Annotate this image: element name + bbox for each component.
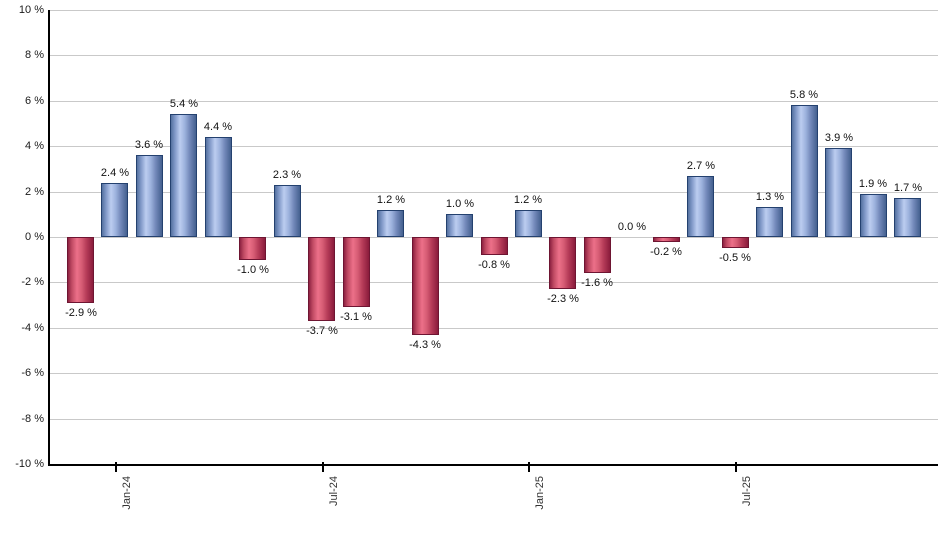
x-tick — [322, 462, 324, 472]
bar-value-label: 3.6 % — [134, 139, 164, 151]
y-axis — [48, 10, 50, 464]
bar — [67, 237, 94, 303]
bar — [205, 137, 232, 237]
y-tick-label: 8 % — [25, 49, 44, 61]
bar-value-label: -3.7 % — [306, 325, 338, 337]
bar-value-label: -0.2 % — [650, 246, 682, 258]
bar-value-label: 1.2 % — [376, 194, 406, 206]
bar-value-label: 2.4 % — [100, 167, 130, 179]
gridline — [48, 419, 938, 420]
gridline — [48, 55, 938, 56]
bar-value-label: -1.6 % — [581, 277, 613, 289]
gridline — [48, 146, 938, 147]
bar — [481, 237, 508, 255]
bar — [239, 237, 266, 260]
bar — [136, 155, 163, 237]
bar — [756, 207, 783, 237]
bar-value-label: 2.3 % — [272, 169, 302, 181]
y-tick-label: 2 % — [25, 186, 44, 198]
bar — [653, 237, 680, 242]
y-tick-label: -4 % — [21, 322, 44, 334]
bar-value-label: 3.9 % — [824, 132, 854, 144]
y-tick-label: 10 % — [18, 4, 44, 16]
y-tick-label: 6 % — [25, 95, 44, 107]
gridline — [48, 282, 938, 283]
bar — [101, 183, 128, 237]
bar-value-label: 5.8 % — [789, 89, 819, 101]
bar-value-label: -0.5 % — [719, 252, 751, 264]
bar — [274, 185, 301, 237]
bar — [825, 148, 852, 237]
bar-value-label: 0.0 % — [617, 221, 647, 233]
bar — [308, 237, 335, 321]
gridline — [48, 328, 938, 329]
x-tick — [528, 462, 530, 472]
bar — [377, 210, 404, 237]
bar — [515, 210, 542, 237]
bar-value-label: 1.2 % — [513, 194, 543, 206]
y-tick-label: 0 % — [25, 231, 44, 243]
bar-value-label: -2.3 % — [547, 293, 579, 305]
bar-value-label: 2.7 % — [686, 160, 716, 172]
bar-value-label: 4.4 % — [203, 121, 233, 133]
bar — [894, 198, 921, 237]
x-tick-label: Jan-25 — [534, 476, 546, 510]
y-tick-label: -10 % — [15, 458, 44, 470]
bar-value-label: 1.7 % — [893, 182, 923, 194]
bar-value-label: -0.8 % — [478, 259, 510, 271]
bar — [412, 237, 439, 335]
bar — [687, 176, 714, 237]
x-tick-label: Jan-24 — [121, 476, 133, 510]
y-tick-label: -8 % — [21, 413, 44, 425]
x-tick — [735, 462, 737, 472]
bar-value-label: -2.9 % — [65, 307, 97, 319]
bar-value-label: -1.0 % — [237, 264, 269, 276]
bar-value-label: -4.3 % — [409, 339, 441, 351]
bar — [791, 105, 818, 237]
bar — [343, 237, 370, 307]
bar-value-label: 1.3 % — [755, 191, 785, 203]
y-tick-label: -6 % — [21, 367, 44, 379]
bar — [170, 114, 197, 237]
x-tick — [115, 462, 117, 472]
bar — [722, 237, 749, 248]
bar — [860, 194, 887, 237]
x-tick-label: Jul-24 — [328, 476, 340, 506]
x-tick-label: Jul-25 — [741, 476, 753, 506]
gridline — [48, 192, 938, 193]
y-tick-label: 4 % — [25, 140, 44, 152]
gridline — [48, 10, 938, 11]
bar — [549, 237, 576, 289]
gridline — [48, 373, 938, 374]
bar-value-label: 1.0 % — [445, 198, 475, 210]
gridline — [48, 101, 938, 102]
bar — [446, 214, 473, 237]
y-tick-label: -2 % — [21, 276, 44, 288]
bar-value-label: -3.1 % — [340, 311, 372, 323]
x-axis — [48, 464, 938, 466]
bar-value-label: 5.4 % — [169, 98, 199, 110]
bar — [584, 237, 611, 273]
bar-value-label: 1.9 % — [858, 178, 888, 190]
